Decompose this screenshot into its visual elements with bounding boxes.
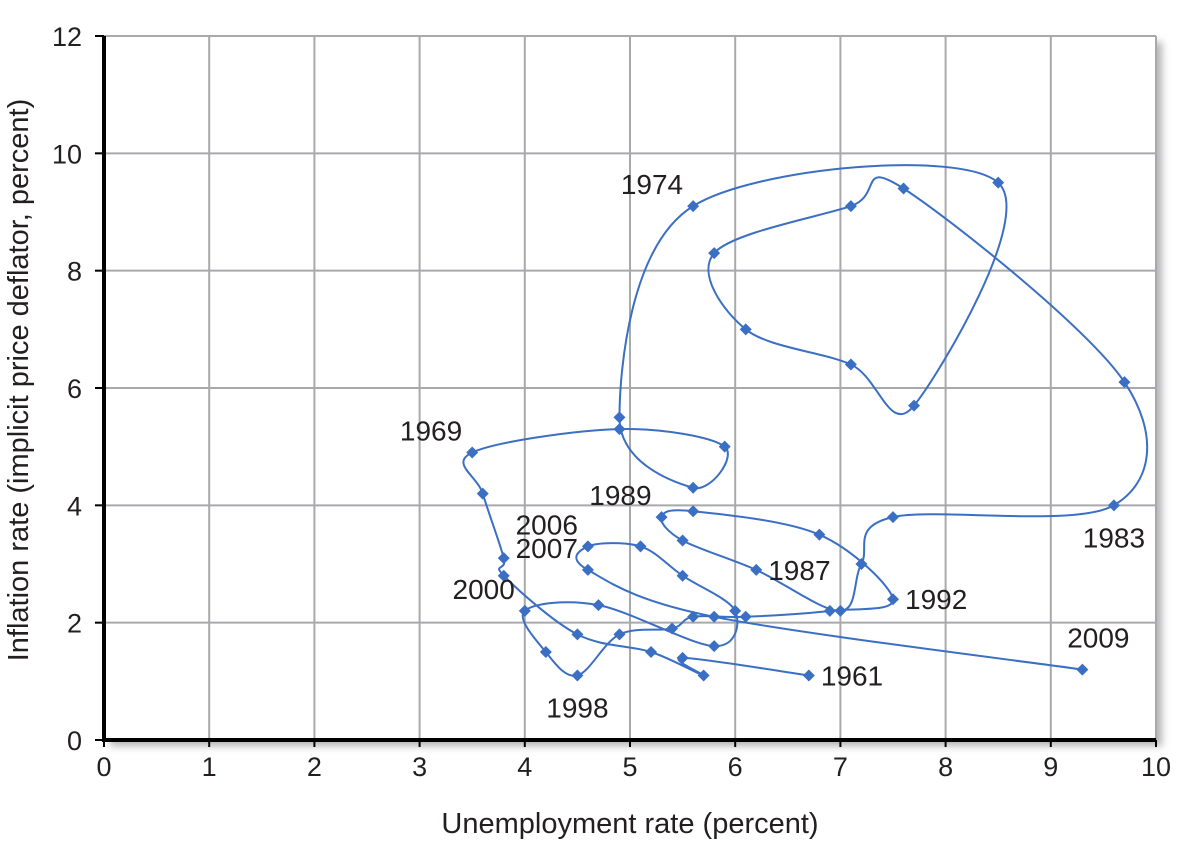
data-point-marker — [729, 604, 742, 617]
year-label: 1974 — [621, 169, 683, 200]
data-point-marker — [855, 558, 868, 570]
data-point-marker — [676, 534, 689, 547]
plot-panel — [104, 36, 1162, 746]
year-label: 1969 — [400, 416, 462, 447]
data-point-marker — [813, 528, 826, 541]
x-tick-label: 10 — [1141, 752, 1171, 782]
y-tick-label: 10 — [52, 139, 82, 169]
year-label: 2009 — [1067, 623, 1129, 654]
data-point-marker — [739, 610, 752, 623]
data-point-marker — [887, 593, 899, 606]
data-point-marker — [539, 646, 552, 658]
x-tick-label: 6 — [728, 752, 743, 782]
data-point-marker — [613, 628, 626, 641]
year-label: 1961 — [821, 660, 883, 691]
data-point-marker — [708, 247, 721, 260]
data-point-marker — [887, 511, 899, 524]
x-tick-label: 0 — [96, 752, 111, 782]
data-point-marker — [844, 200, 857, 213]
data-point-marker — [497, 569, 510, 582]
year-label: 1998 — [546, 692, 608, 723]
data-point-marker — [518, 604, 531, 617]
data-point-marker — [823, 604, 836, 617]
data-point-marker — [676, 569, 689, 582]
data-point-marker — [634, 540, 647, 553]
x-tick-label: 2 — [307, 752, 322, 782]
data-point-marker — [571, 628, 584, 641]
year-annotations: 1961 1969 1974 1983 1987 1989 1992 1998 2000 2006… — [400, 169, 1145, 723]
data-point-marker — [1076, 663, 1089, 676]
data-point-marker — [718, 440, 731, 453]
data-point-marker — [466, 446, 479, 459]
data-point-marker — [992, 176, 1005, 189]
x-tick-label: 4 — [517, 752, 532, 782]
x-tick-label: 5 — [622, 752, 637, 782]
data-point-marker — [897, 182, 910, 195]
y-axis-title: Inflation rate (implicit price deflator,… — [3, 99, 35, 662]
x-tick-label: 7 — [833, 752, 848, 782]
data-point-marker — [592, 599, 605, 612]
x-tick-label: 1 — [202, 752, 217, 782]
data-point-marker — [655, 511, 668, 524]
data-point-marker — [581, 540, 594, 553]
data-point-marker — [581, 563, 594, 576]
year-label: 2007 — [516, 533, 578, 564]
data-point-marker — [476, 487, 489, 500]
data-point-marker — [613, 411, 626, 424]
y-tick-label: 0 — [67, 726, 82, 756]
data-point-marker — [844, 358, 857, 371]
x-tick-label: 8 — [938, 752, 953, 782]
year-label: 1983 — [1083, 522, 1145, 553]
x-tick-label: 3 — [412, 752, 427, 782]
year-label: 1992 — [905, 584, 967, 615]
data-point-marker — [708, 610, 721, 623]
data-markers — [466, 176, 1131, 682]
x-tick-label: 9 — [1043, 752, 1058, 782]
data-point-marker — [908, 399, 921, 412]
y-tick-label: 6 — [67, 374, 82, 404]
data-point-marker — [802, 669, 815, 682]
data-point-marker — [676, 651, 689, 664]
year-label: 2000 — [453, 574, 515, 605]
data-point-marker — [750, 563, 763, 576]
data-point-marker — [697, 669, 710, 682]
data-point-marker — [1118, 376, 1131, 389]
x-axis-title: Unemployment rate (percent) — [441, 808, 818, 840]
data-point-marker — [739, 323, 752, 336]
y-tick-label: 8 — [67, 257, 82, 287]
y-tick-label: 4 — [67, 491, 82, 521]
data-point-marker — [687, 505, 700, 518]
data-point-marker — [687, 481, 700, 494]
data-point-marker — [687, 610, 700, 623]
data-point-marker — [708, 640, 721, 653]
year-label: 1989 — [589, 480, 651, 511]
year-label: 2006 — [516, 509, 578, 540]
data-point-marker — [613, 423, 626, 436]
data-point-marker — [687, 200, 700, 213]
y-tick-label: 12 — [52, 22, 82, 52]
data-point-marker — [645, 646, 658, 658]
year-label: 1987 — [768, 555, 830, 586]
data-point-marker — [571, 669, 584, 682]
data-point-marker — [666, 622, 679, 635]
data-point-marker — [834, 604, 847, 617]
data-point-marker — [497, 552, 510, 565]
data-point-marker — [1107, 499, 1120, 512]
y-tick-label: 2 — [67, 609, 82, 639]
axes — [95, 35, 1157, 747]
